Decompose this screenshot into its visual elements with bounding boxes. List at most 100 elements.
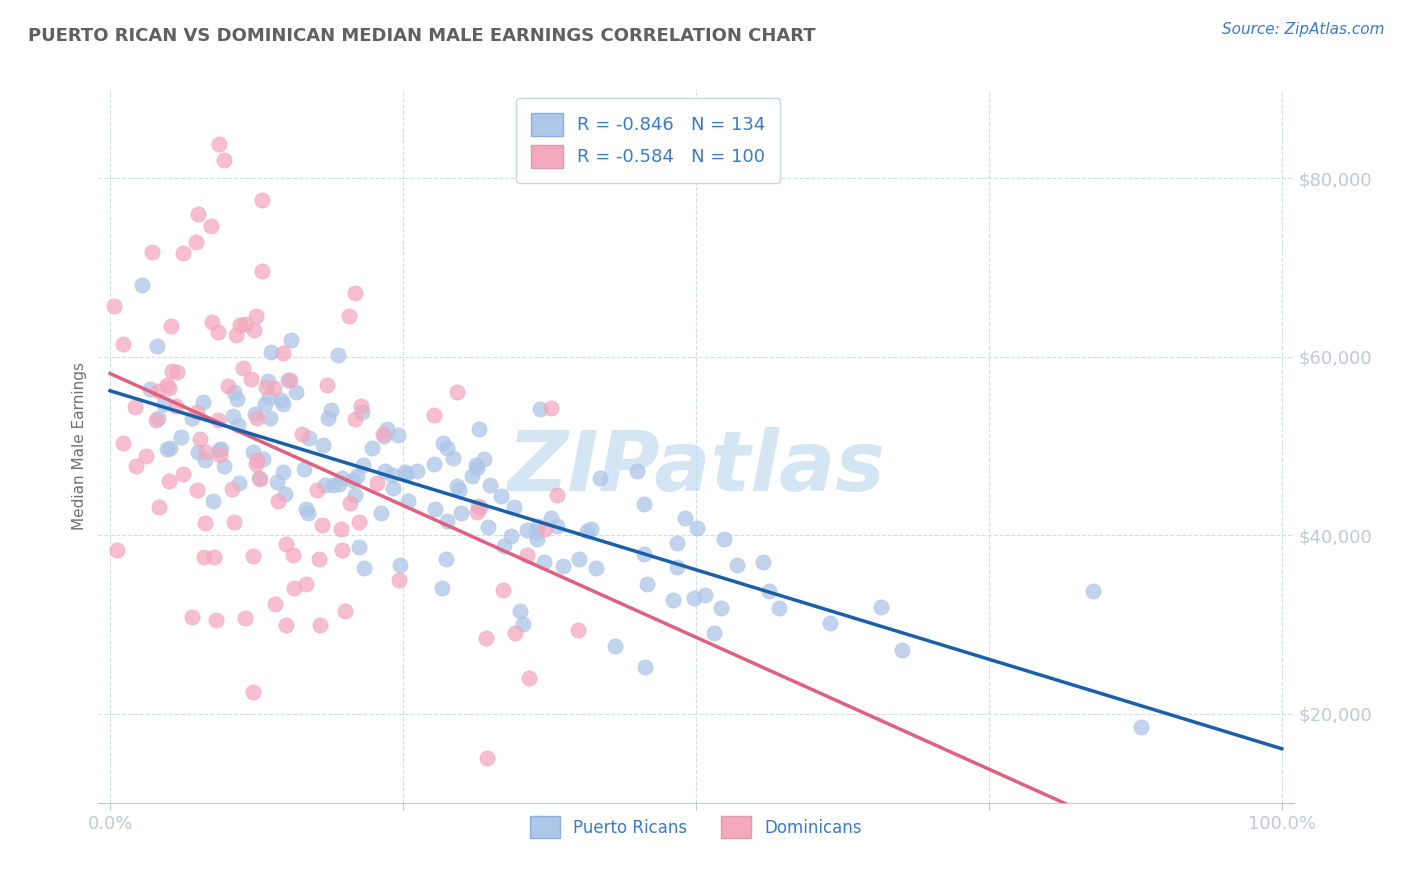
- Point: [295, 502, 318, 516]
- Point: [373, 429, 395, 443]
- Point: [516, 548, 538, 562]
- Point: [242, 323, 264, 337]
- Point: [283, 581, 305, 595]
- Point: [232, 361, 254, 376]
- Point: [446, 479, 468, 493]
- Point: [703, 626, 725, 640]
- Point: [375, 422, 398, 436]
- Point: [226, 392, 249, 407]
- Point: [449, 483, 471, 497]
- Point: [246, 410, 269, 425]
- Point: [396, 494, 419, 508]
- Point: [468, 421, 491, 435]
- Point: [266, 475, 288, 490]
- Point: [224, 515, 246, 529]
- Point: [297, 506, 319, 520]
- Point: [295, 577, 318, 591]
- Point: [568, 551, 591, 566]
- Point: [725, 558, 748, 572]
- Point: [326, 348, 349, 362]
- Point: [494, 539, 516, 553]
- Point: [233, 317, 256, 331]
- Point: [112, 436, 135, 450]
- Point: [626, 464, 648, 478]
- Point: [191, 394, 214, 409]
- Point: [292, 462, 315, 476]
- Point: [160, 364, 183, 378]
- Point: [254, 380, 277, 394]
- Point: [891, 643, 914, 657]
- Point: [311, 518, 333, 533]
- Point: [526, 532, 548, 546]
- Point: [478, 478, 501, 492]
- Point: [181, 411, 204, 425]
- Point: [243, 408, 266, 422]
- Point: [475, 751, 498, 765]
- Point: [540, 401, 562, 415]
- Point: [271, 397, 294, 411]
- Point: [515, 524, 537, 538]
- Point: [240, 372, 263, 386]
- Point: [665, 559, 688, 574]
- Point: [366, 475, 388, 490]
- Point: [188, 432, 211, 446]
- Point: [208, 443, 231, 458]
- Point: [170, 430, 193, 444]
- Point: [193, 549, 215, 564]
- Point: [450, 507, 472, 521]
- Point: [209, 442, 232, 457]
- Point: [673, 510, 696, 524]
- Point: [693, 588, 716, 602]
- Point: [344, 412, 367, 426]
- Point: [112, 336, 135, 351]
- Point: [387, 427, 409, 442]
- Point: [432, 435, 454, 450]
- Point: [180, 610, 202, 624]
- Y-axis label: Median Male Earnings: Median Male Earnings: [72, 362, 87, 530]
- Point: [263, 381, 285, 395]
- Point: [278, 373, 301, 387]
- Point: [1129, 720, 1152, 734]
- Point: [264, 597, 287, 611]
- Point: [271, 465, 294, 479]
- Text: PUERTO RICAN VS DOMINICAN MEDIAN MALE EARNINGS CORRELATION CHART: PUERTO RICAN VS DOMINICAN MEDIAN MALE EA…: [28, 27, 815, 45]
- Point: [465, 505, 488, 519]
- Point: [633, 497, 655, 511]
- Point: [869, 599, 891, 614]
- Point: [208, 448, 231, 462]
- Point: [467, 499, 489, 513]
- Point: [156, 378, 179, 392]
- Point: [194, 516, 217, 530]
- Point: [259, 390, 281, 404]
- Point: [194, 452, 217, 467]
- Text: ZIPatlas: ZIPatlas: [508, 427, 884, 508]
- Point: [751, 555, 773, 569]
- Point: [208, 137, 231, 152]
- Point: [423, 457, 446, 471]
- Point: [229, 318, 252, 333]
- Point: [103, 299, 125, 313]
- Point: [246, 453, 269, 467]
- Point: [221, 482, 243, 496]
- Point: [260, 345, 283, 359]
- Point: [710, 601, 733, 615]
- Point: [242, 444, 264, 458]
- Point: [249, 472, 271, 486]
- Text: Source: ZipAtlas.com: Source: ZipAtlas.com: [1222, 22, 1385, 37]
- Point: [125, 459, 148, 474]
- Point: [135, 449, 157, 463]
- Point: [758, 583, 780, 598]
- Point: [257, 374, 280, 388]
- Point: [603, 640, 626, 654]
- Point: [475, 631, 498, 645]
- Point: [342, 473, 364, 487]
- Point: [212, 153, 235, 167]
- Point: [423, 408, 446, 422]
- Point: [406, 464, 429, 478]
- Point: [124, 401, 146, 415]
- Point: [489, 489, 512, 503]
- Point: [820, 616, 842, 631]
- Point: [242, 549, 264, 564]
- Point: [682, 591, 704, 605]
- Point: [253, 397, 276, 411]
